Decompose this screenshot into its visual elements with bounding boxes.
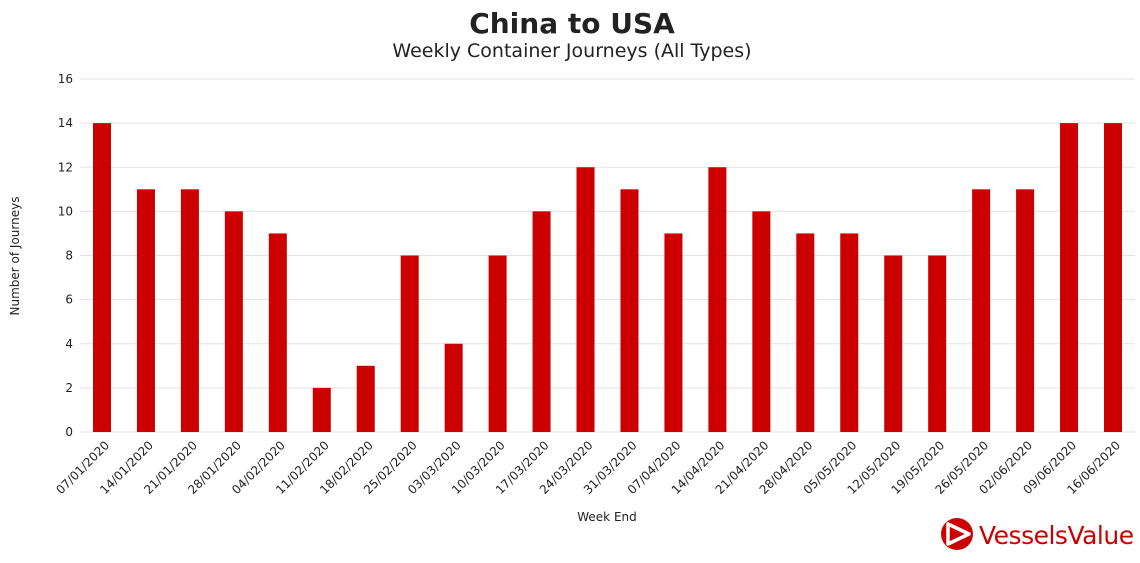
bar	[752, 211, 771, 432]
bar	[488, 255, 507, 432]
bar	[664, 233, 683, 432]
logo-emblem-icon	[941, 518, 973, 550]
bar	[796, 233, 815, 432]
bar	[180, 189, 199, 432]
bar	[312, 387, 331, 432]
bar	[400, 255, 419, 432]
y-tick-label: 2	[65, 381, 73, 395]
x-axis-label: Week End	[577, 510, 637, 524]
y-tick-label: 10	[58, 204, 73, 218]
bar	[532, 211, 551, 432]
bar	[136, 189, 155, 432]
bar	[1104, 123, 1122, 432]
bar	[444, 343, 463, 432]
bar	[1060, 123, 1079, 432]
y-tick-label: 6	[65, 293, 73, 307]
y-tick-label: 16	[58, 72, 73, 86]
y-tick-label: 8	[65, 249, 73, 263]
bar	[884, 255, 903, 432]
bars	[93, 123, 1122, 432]
y-tick-label: 0	[65, 425, 73, 439]
vesselsvalue-logo: VesselsValue	[941, 518, 1134, 550]
bar	[268, 233, 287, 432]
y-axis-ticks: 0 2 4 6 8 10 12 14 16	[58, 72, 73, 439]
gridlines	[80, 78, 1135, 433]
bar	[840, 233, 859, 432]
bar	[972, 189, 991, 432]
y-tick-label: 14	[58, 116, 73, 130]
x-axis-ticks: 07/01/202014/01/202021/01/202028/01/2020…	[53, 438, 1123, 497]
bar	[620, 189, 639, 432]
bar	[928, 255, 947, 432]
y-tick-label: 12	[58, 160, 73, 174]
bar	[708, 167, 727, 432]
bar	[93, 123, 111, 432]
chart-title: China to USA	[469, 7, 675, 40]
y-axis-label: Number of Journeys	[8, 197, 22, 316]
bar	[1016, 189, 1035, 432]
bar	[356, 365, 375, 432]
chart-subtitle: Weekly Container Journeys (All Types)	[392, 40, 751, 62]
logo-text: VesselsValue	[979, 521, 1134, 550]
y-tick-label: 4	[65, 337, 73, 351]
bar	[224, 211, 243, 432]
bar	[576, 167, 595, 432]
